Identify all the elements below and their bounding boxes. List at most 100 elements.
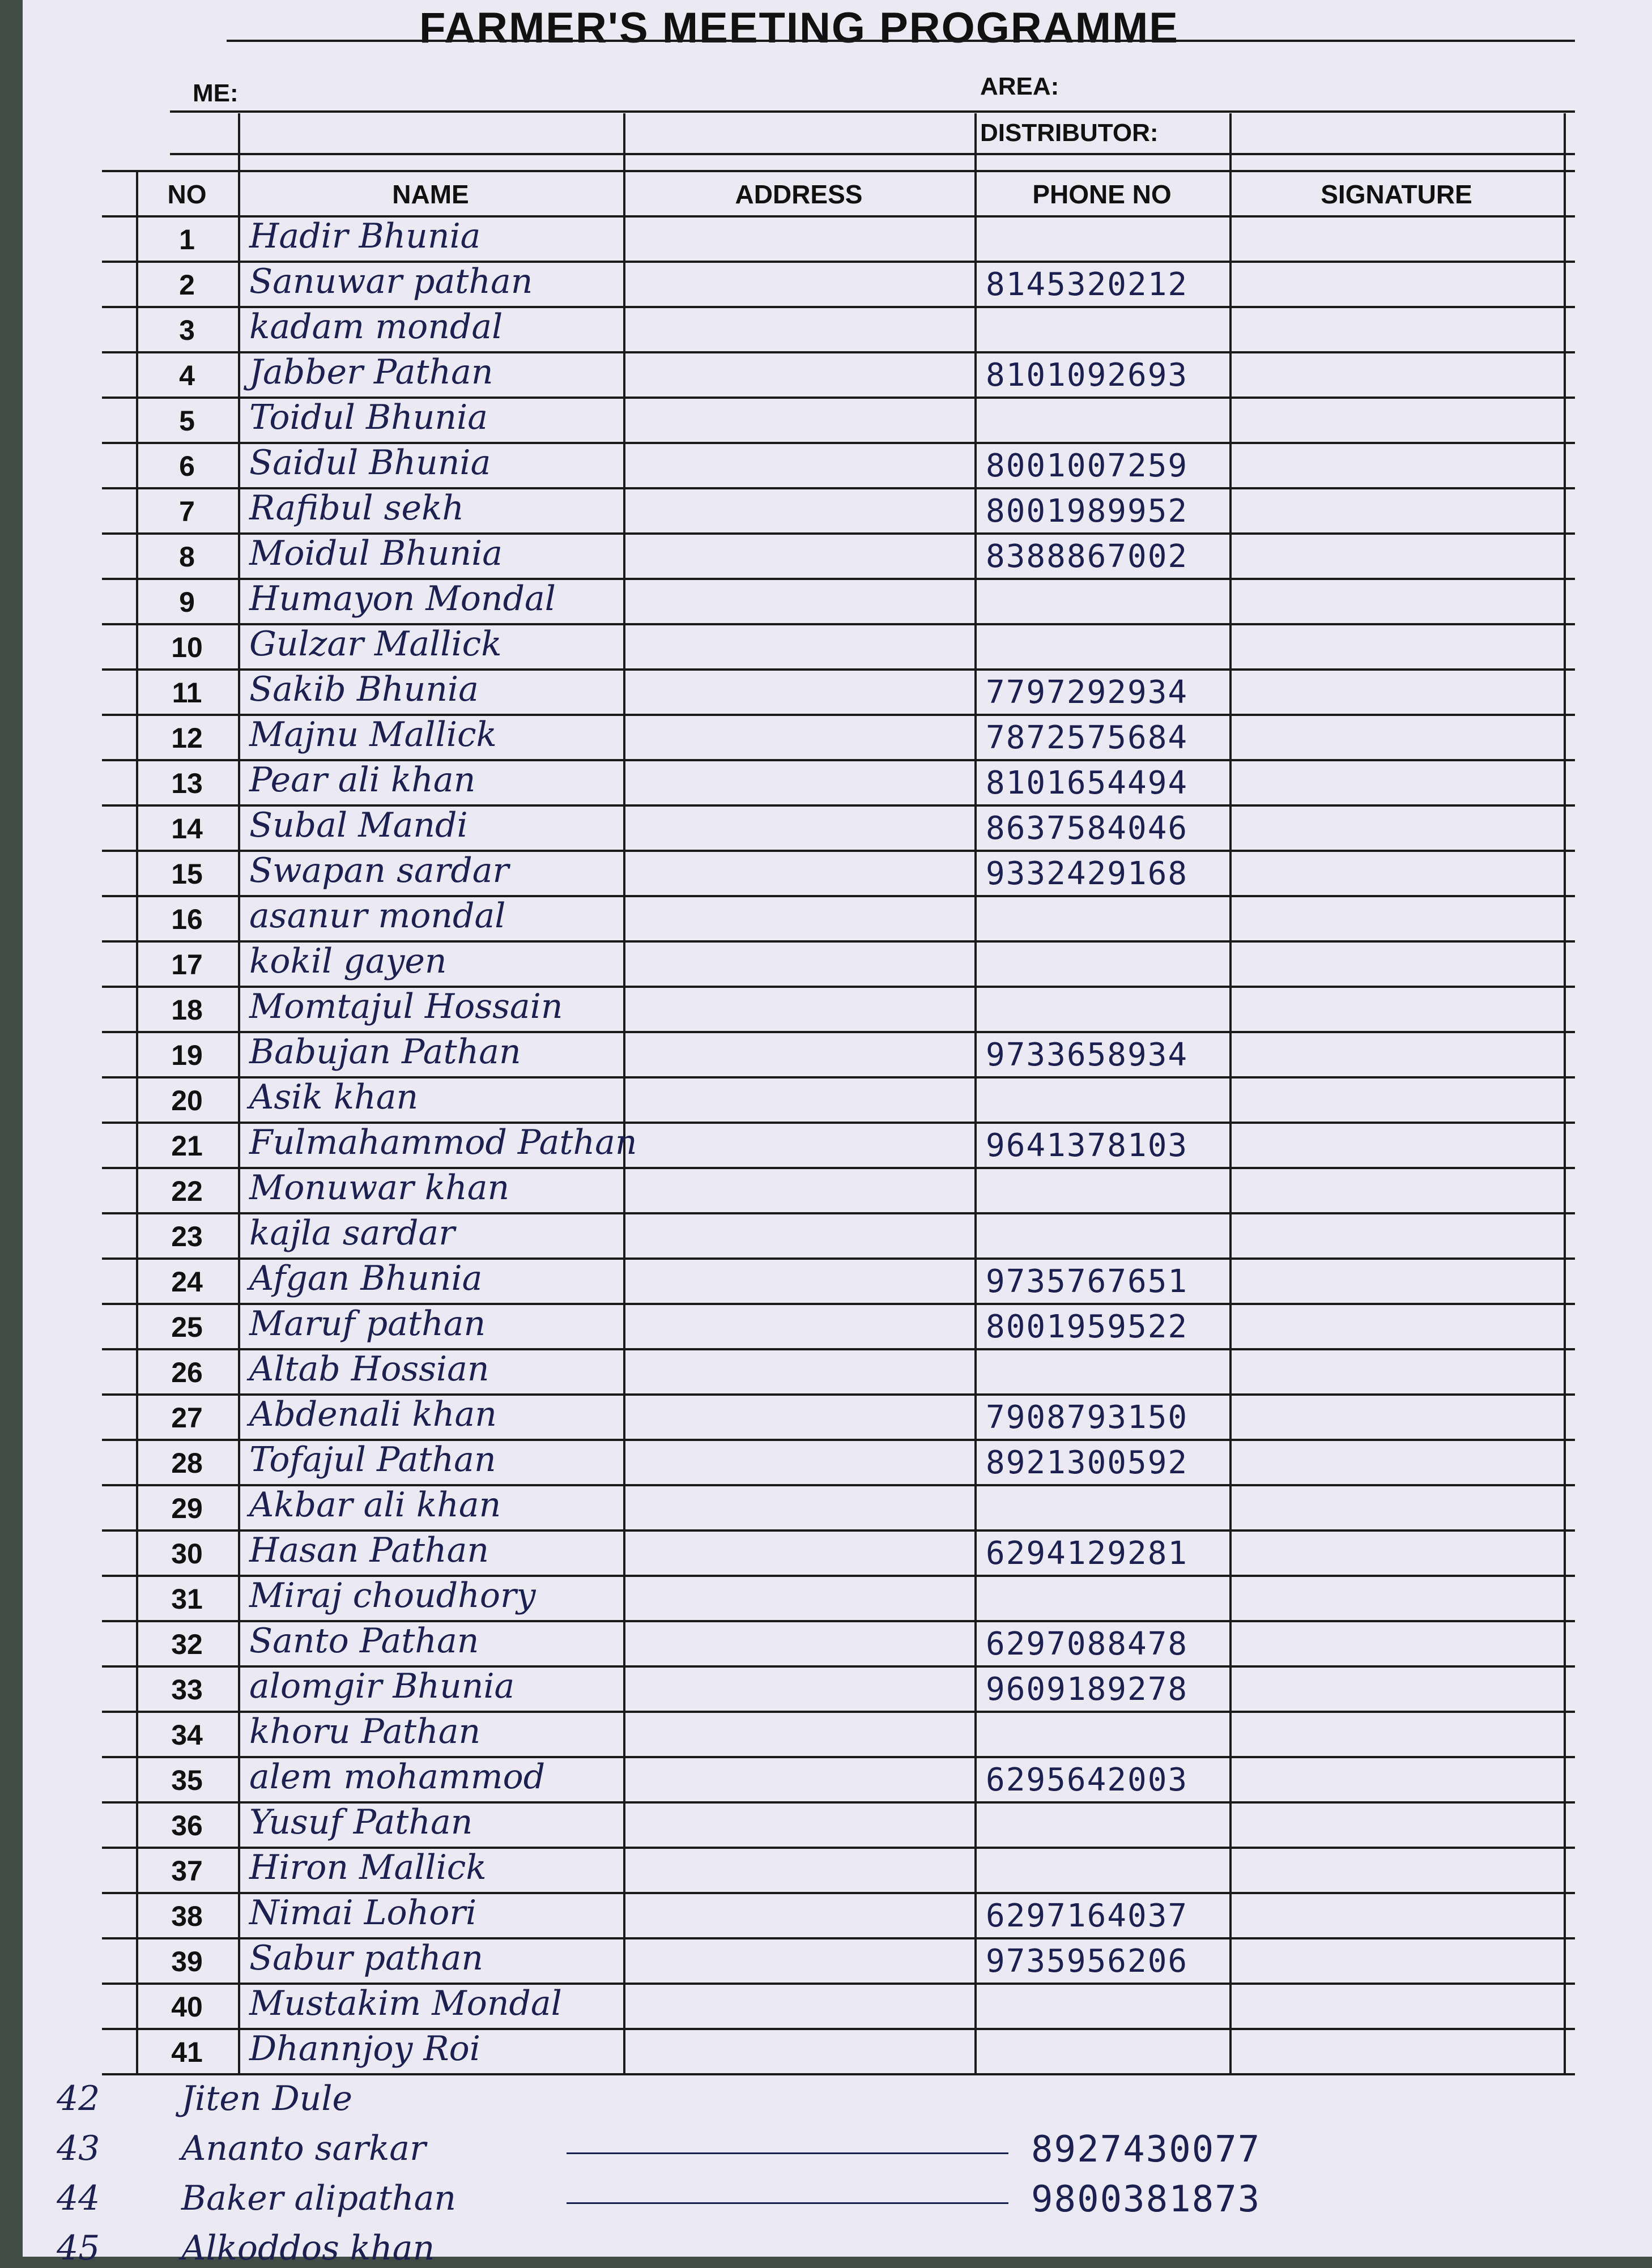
farmer-name: alem mohammod <box>249 1757 546 1797</box>
row-rule <box>102 1529 1575 1532</box>
row-rule <box>102 1393 1575 1396</box>
farmer-name: Toidul Bhunia <box>249 398 488 437</box>
row-rule <box>102 1212 1575 1214</box>
farmer-name: asanur mondal <box>249 896 506 936</box>
distributor-label: DISTRIBUTOR: <box>980 119 1159 147</box>
row-rule <box>102 1303 1575 1305</box>
farmer-name: Momtajul Hossain <box>249 987 563 1026</box>
row-rule <box>102 2028 1575 2030</box>
row-rule <box>102 1167 1575 1169</box>
row-rule <box>102 1983 1575 1985</box>
farmer-name: Afgan Bhunia <box>249 1259 483 1298</box>
farmer-name: Babujan Pathan <box>249 1032 521 1072</box>
farmer-name: Ananto sarkar <box>181 2129 426 2168</box>
row-rule <box>102 397 1575 399</box>
row-number: 37 <box>171 1855 203 1887</box>
title: FARMER'S MEETING PROGRAMME <box>419 4 1179 52</box>
phone-number: 8637584046 <box>986 810 1189 847</box>
row-number: 26 <box>171 1357 203 1388</box>
row-number: 29 <box>171 1493 203 1524</box>
row-number: 4 <box>179 360 195 391</box>
farmer-name: khoru Pathan <box>249 1712 481 1751</box>
row-rule <box>102 804 1575 807</box>
row-number: 39 <box>171 1946 203 1977</box>
farmer-name: Swapan sardar <box>249 851 509 890</box>
row-rule <box>102 306 1575 308</box>
phone-number: 8921300592 <box>986 1444 1189 1481</box>
farmer-name: Mustakim Mondal <box>249 1984 562 2023</box>
row-rule <box>102 1575 1575 1577</box>
farmer-name: Pear ali khan <box>249 760 476 800</box>
row-rule <box>102 1031 1575 1033</box>
row-rule <box>102 1801 1575 1804</box>
row-rule <box>102 1484 1575 1486</box>
row-number: 1 <box>179 224 195 255</box>
farmer-name: Yusuf Pathan <box>249 1802 473 1842</box>
row-number: 36 <box>171 1810 203 1841</box>
row-rule <box>102 1665 1575 1668</box>
farmer-name: Subal Mandi <box>249 805 468 845</box>
phone-number: 8101092693 <box>986 357 1189 394</box>
row-rule <box>102 1847 1575 1849</box>
farmer-name: Alkoddos khan <box>181 2228 435 2268</box>
farmer-name: Hadir Bhunia <box>249 216 481 256</box>
rule <box>170 153 1575 155</box>
row-rule <box>102 668 1575 671</box>
row-rule <box>102 1122 1575 1124</box>
row-rule <box>102 1756 1575 1758</box>
farmer-name: kokil gayen <box>249 941 447 981</box>
row-rule <box>102 1348 1575 1350</box>
farmer-name: Moidul Bhunia <box>249 534 503 573</box>
phone-number: 9800381873 <box>1031 2179 1261 2220</box>
farmer-name: Santo Pathan <box>249 1621 479 1661</box>
row-rule <box>102 759 1575 761</box>
phone-number: 9609189278 <box>986 1671 1189 1708</box>
row-rule <box>102 532 1575 535</box>
row-rule <box>102 487 1575 489</box>
row-rule <box>102 215 1575 218</box>
phone-number: 8001959522 <box>986 1308 1189 1345</box>
phone-number: 7908793150 <box>986 1399 1189 1436</box>
row-number: 32 <box>171 1628 203 1660</box>
column-rule <box>1229 113 1232 2073</box>
phone-number: 6297164037 <box>986 1898 1189 1934</box>
column-rule <box>1564 113 1566 2073</box>
phone-number: 8927430077 <box>1031 2129 1261 2171</box>
row-number: 27 <box>171 1402 203 1434</box>
phone-number: 8001007259 <box>986 447 1189 484</box>
farmer-name: Dhannjoy Roi <box>249 2029 480 2069</box>
farmer-name: Hiron Mallick <box>249 1848 487 1887</box>
row-number: 21 <box>171 1130 203 1162</box>
row-number: 30 <box>171 1538 203 1570</box>
row-number: 13 <box>171 768 203 799</box>
row-number-handwritten: 44 <box>57 2179 100 2218</box>
row-number: 6 <box>179 450 195 482</box>
row-rule <box>102 1937 1575 1939</box>
column-header: SIGNATURE <box>1321 180 1472 209</box>
row-number: 5 <box>179 405 195 437</box>
column-header: ADDRESS <box>735 180 863 209</box>
row-number: 28 <box>171 1447 203 1479</box>
phone-number: 9332429168 <box>986 855 1189 892</box>
farmer-name: Jiten Dule <box>181 2079 353 2118</box>
farmer-name: Majnu Mallick <box>249 715 497 754</box>
row-rule <box>102 850 1575 852</box>
farmer-name: Tofajul Pathan <box>249 1440 496 1480</box>
row-number-handwritten: 42 <box>57 2079 100 2118</box>
farmer-name: Akbar ali khan <box>249 1485 501 1525</box>
phone-number: 7872575684 <box>986 719 1189 756</box>
phone-number: 6294129281 <box>986 1535 1189 1572</box>
row-number: 31 <box>171 1583 203 1615</box>
row-number: 22 <box>171 1175 203 1207</box>
row-number: 7 <box>179 496 195 527</box>
row-rule <box>102 578 1575 580</box>
farmer-name: Abdenali khan <box>249 1395 497 1434</box>
phone-number: 8101654494 <box>986 765 1189 802</box>
farmer-name: Gulzar Mallick <box>249 624 502 664</box>
phone-number: 6297088478 <box>986 1626 1189 1662</box>
row-rule <box>102 1711 1575 1713</box>
farmer-name: Jabber Pathan <box>249 352 493 392</box>
row-number: 14 <box>171 813 203 845</box>
farmer-name: Rafibul sekh <box>249 488 464 528</box>
